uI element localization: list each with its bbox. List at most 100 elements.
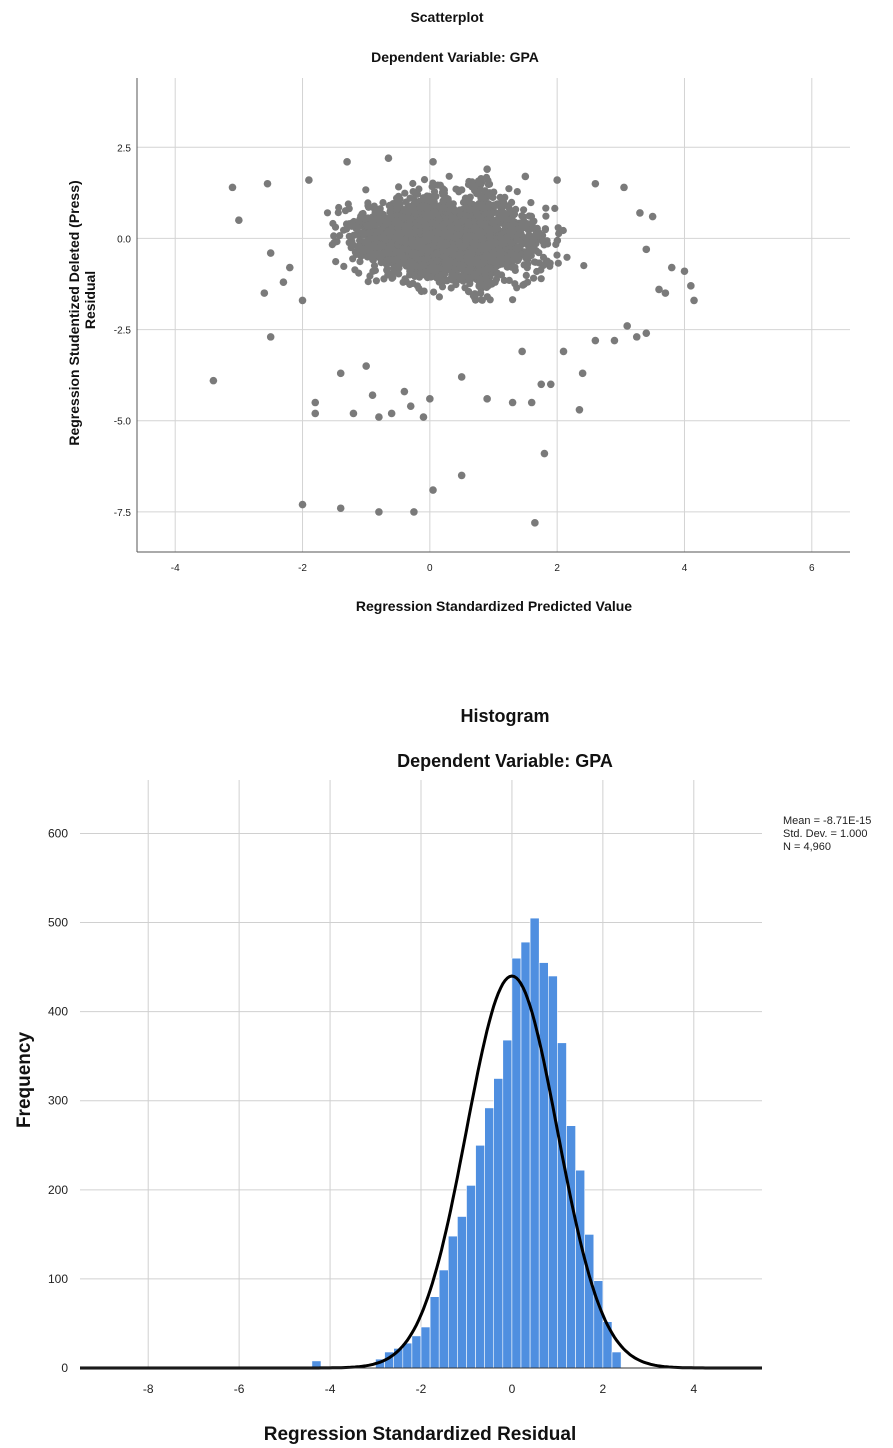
scatter-point: [531, 519, 539, 527]
scatter-point: [391, 219, 399, 227]
scatter-point: [448, 224, 456, 232]
scatter-point: [496, 193, 504, 201]
scatter-point: [540, 241, 548, 249]
scatter-point: [364, 199, 372, 207]
scatter-point: [415, 273, 424, 281]
scatter-point: [477, 296, 486, 304]
scatter-point: [575, 406, 584, 414]
scatter-x-tick-label: 6: [809, 563, 815, 574]
scatter-point: [393, 204, 401, 212]
scatter-point: [520, 206, 528, 214]
scatter-point: [464, 274, 472, 282]
scatter-point: [448, 271, 456, 279]
scatter-point: [332, 258, 340, 266]
histogram-subtitle: Dependent Variable: GPA: [397, 751, 613, 771]
scatter-point: [263, 179, 272, 188]
scatter-point: [377, 242, 385, 251]
scatter-point: [537, 275, 545, 283]
scatter-point: [553, 251, 561, 259]
histogram-y-tick-label: 400: [48, 1005, 68, 1019]
scatter-point: [546, 259, 554, 267]
scatter-y-tick-label: -7.5: [114, 508, 132, 519]
scatter-point: [348, 219, 356, 227]
scatter-x-tick-label: -2: [298, 563, 307, 574]
scatter-x-axis-label: Regression Standardized Predicted Value: [356, 598, 632, 614]
scatter-point: [336, 232, 344, 240]
scatter-point: [479, 235, 487, 243]
scatter-point: [427, 273, 435, 281]
scatter-point: [384, 256, 392, 264]
scatter-point: [537, 266, 545, 274]
histogram-bar: [484, 1107, 495, 1369]
histogram-y-tick-label: 100: [48, 1272, 68, 1286]
scatter-point: [409, 242, 417, 250]
scatter-point: [508, 296, 517, 304]
histogram-bar: [493, 1078, 504, 1369]
scatter-point: [465, 288, 473, 296]
scatter-point: [484, 176, 492, 185]
histogram-bars: [311, 917, 622, 1369]
scatter-point: [477, 228, 485, 236]
scatter-point: [371, 266, 379, 275]
scatter-point: [518, 212, 526, 220]
scatter-point: [430, 288, 438, 296]
scatter-point: [655, 285, 663, 294]
scatter-point: [477, 289, 485, 297]
scatter-point: [535, 249, 543, 257]
scatter-point: [384, 154, 393, 163]
scatter-point: [667, 263, 676, 272]
histogram-bar: [611, 1351, 622, 1369]
scatter-point: [426, 395, 434, 403]
histogram-y-tick-labels: 0 100 200 300 400 500 600: [48, 826, 68, 1375]
scatter-point: [435, 215, 443, 223]
scatter-point: [553, 237, 561, 245]
scatter-point: [520, 261, 528, 269]
scatter-point: [580, 262, 588, 270]
scatter-point: [386, 208, 394, 216]
histogram-y-axis-label: Frequency: [14, 1032, 35, 1129]
scatter-point: [466, 206, 474, 214]
scatter-point: [426, 266, 434, 274]
scatter-point: [432, 267, 440, 275]
scatter-point: [452, 185, 460, 193]
scatter-point: [483, 244, 492, 252]
scatter-point: [555, 230, 563, 238]
scatter-point: [464, 180, 473, 189]
scatter-point: [260, 289, 269, 297]
scatter-point: [482, 274, 490, 282]
scatter-point: [450, 244, 458, 252]
scatter-point: [591, 336, 600, 345]
scatter-point: [458, 186, 466, 194]
histogram-bar: [438, 1269, 449, 1369]
scatter-point: [443, 248, 451, 256]
scatter-point: [511, 280, 519, 288]
scatter-point: [522, 234, 530, 242]
scatter-point: [493, 269, 501, 277]
scatter-point: [370, 202, 378, 210]
scatter-point: [551, 204, 559, 212]
scatter-point: [394, 248, 402, 256]
scatter-point: [405, 215, 413, 223]
histogram-x-axis-label: Regression Standardized Residual: [264, 1424, 577, 1445]
scatter-point: [311, 398, 320, 407]
scatter-point: [468, 232, 476, 240]
histogram-y-tick-label: 600: [48, 826, 68, 840]
histogram-x-tick-label: -4: [325, 1382, 336, 1396]
scatter-y-tick-label: 2.5: [117, 143, 131, 154]
scatter-point: [523, 220, 531, 228]
histogram-bar: [402, 1342, 413, 1369]
scatter-point: [451, 207, 459, 215]
scatter-point: [522, 254, 530, 262]
scatter-point: [680, 267, 689, 276]
scatter-y-axis-label-line2: Residual: [82, 271, 98, 329]
stat-std-dev: Std. Dev. = 1.000: [783, 828, 868, 840]
scatter-point: [453, 219, 461, 227]
scatter-point: [379, 199, 387, 207]
scatter-point: [375, 207, 383, 215]
histogram-bar: [529, 917, 540, 1369]
scatter-point: [387, 409, 396, 418]
histogram-x-tick-label: 0: [509, 1382, 516, 1396]
scatter-point: [554, 259, 562, 267]
scatter-point: [427, 230, 435, 238]
scatter-point: [642, 329, 651, 338]
